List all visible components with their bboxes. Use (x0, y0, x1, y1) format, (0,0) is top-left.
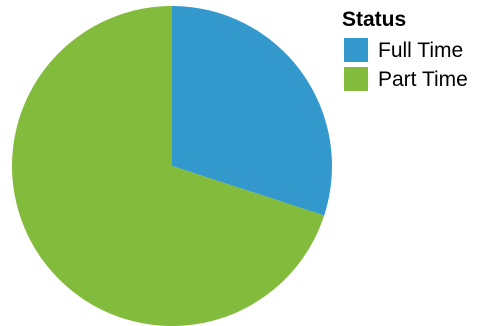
legend-swatch-part-time (344, 67, 368, 91)
legend: Status Full Time Part Time (342, 8, 468, 91)
pie-slices (12, 6, 333, 326)
pie-slice-full-time (172, 6, 333, 216)
pie-slice-part-time (12, 6, 325, 326)
legend-item-full-time: Full Time (344, 38, 463, 62)
legend-swatch-full-time (344, 38, 368, 62)
legend-title: Status (342, 8, 406, 31)
legend-item-part-time: Part Time (344, 67, 468, 91)
legend-label-part-time: Part Time (378, 68, 468, 91)
legend-items: Full Time Part Time (344, 38, 468, 91)
legend-label-full-time: Full Time (378, 39, 463, 62)
